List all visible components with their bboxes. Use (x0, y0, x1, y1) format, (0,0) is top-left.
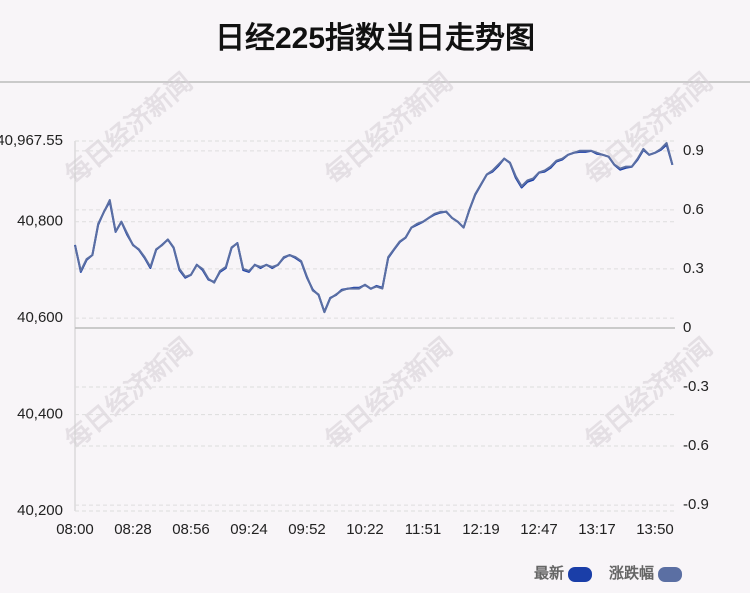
y2-tick-label: -0.6 (683, 437, 709, 454)
y2-tick-label: 0 (683, 319, 691, 336)
y-tick-label: 40,967.55 (0, 132, 63, 149)
y2-tick-label: 0.6 (683, 201, 704, 218)
y-tick-label: 40,400 (17, 406, 63, 423)
y-tick-label: 40,200 (17, 502, 63, 519)
chart-title: 日经225指数当日走势图 (215, 21, 535, 55)
legend-swatch (568, 567, 593, 582)
x-tick-label: 08:28 (114, 521, 152, 538)
x-tick-label: 12:19 (462, 521, 500, 538)
x-tick-label: 08:00 (56, 521, 94, 538)
y2-tick-label: -0.3 (683, 378, 709, 395)
x-tick-label: 13:17 (578, 521, 616, 538)
y2-tick-label: -0.9 (683, 496, 709, 513)
y-tick-label: 40,600 (17, 309, 63, 326)
x-tick-label: 09:52 (288, 521, 326, 538)
y2-tick-label: 0.9 (683, 142, 704, 159)
legend-label: 最新 (534, 564, 564, 582)
x-tick-label: 12:47 (520, 521, 558, 538)
x-tick-label: 08:56 (172, 521, 210, 538)
x-tick-label: 09:24 (230, 521, 268, 538)
legend-swatch (658, 567, 683, 582)
y-tick-label: 40,800 (17, 213, 63, 230)
y2-tick-label: 0.3 (683, 260, 704, 277)
x-tick-label: 10:22 (346, 521, 384, 538)
series-line (74, 142, 674, 314)
x-tick-label: 13:50 (636, 521, 674, 538)
x-tick-label: 11:51 (405, 521, 441, 538)
legend-label: 涨跌幅 (609, 564, 654, 582)
